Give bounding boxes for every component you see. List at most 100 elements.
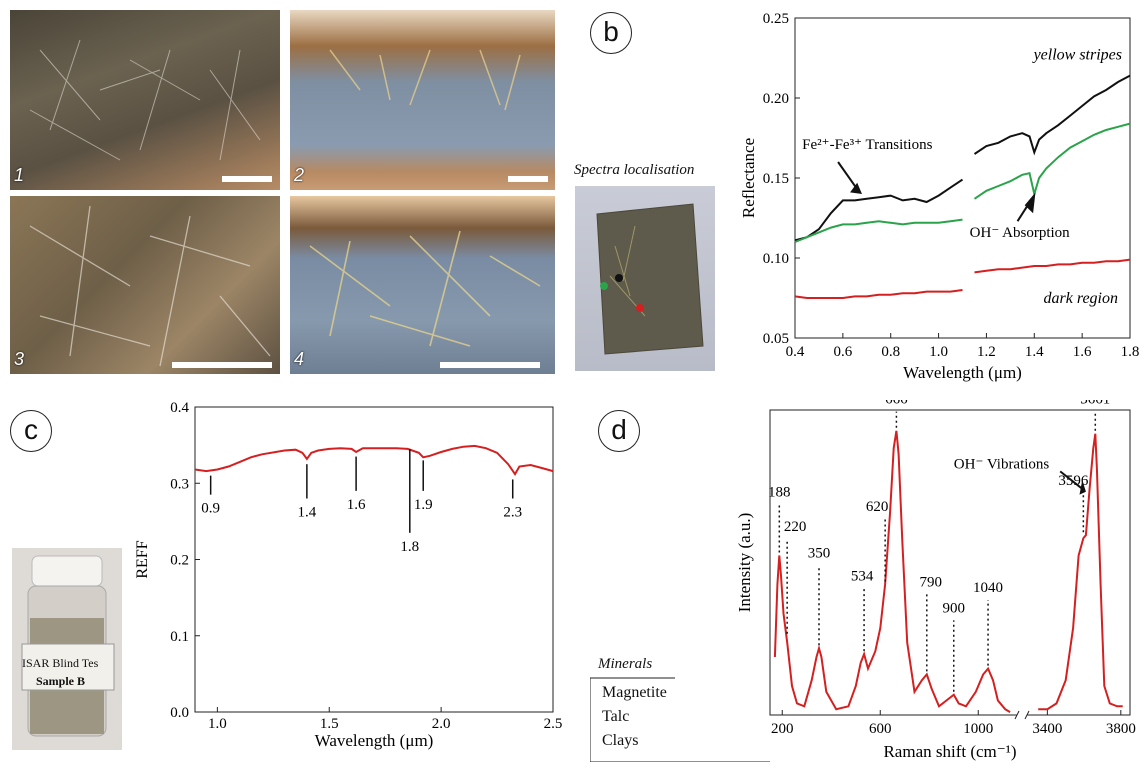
panel-label-c: c bbox=[10, 410, 52, 452]
y-tick-label: 0.15 bbox=[763, 171, 789, 187]
x-tick-label: 1.8 bbox=[1121, 344, 1140, 360]
y-tick-label: 0.10 bbox=[763, 251, 789, 267]
x-tick-label: 1.6 bbox=[1073, 344, 1092, 360]
band-label: 1.8 bbox=[400, 539, 419, 555]
axis-break bbox=[1014, 710, 1020, 720]
x-tick-label: 0.4 bbox=[786, 344, 805, 360]
x-tick-label: 1.0 bbox=[208, 716, 227, 732]
band-label: 1.9 bbox=[414, 497, 433, 513]
band-label: 0.9 bbox=[201, 501, 220, 517]
peak-label: 220 bbox=[784, 519, 807, 535]
panel-label-b: b bbox=[590, 12, 632, 54]
x-tick-label: 200 bbox=[771, 721, 794, 737]
band-label: 1.4 bbox=[298, 505, 317, 521]
axis-break-mask bbox=[1017, 709, 1027, 721]
mineral-item: Talc bbox=[602, 708, 630, 725]
scale-bar bbox=[440, 362, 540, 368]
vial-label-line2: Sample B bbox=[36, 674, 86, 688]
photo-number: 1 bbox=[14, 165, 25, 185]
raman-line bbox=[773, 430, 1011, 713]
axis-break bbox=[1024, 710, 1030, 720]
rock-photo-2: 2 bbox=[290, 10, 555, 190]
x-tick-label: 3800 bbox=[1106, 721, 1136, 737]
dot-black bbox=[615, 274, 623, 282]
series-line bbox=[973, 122, 1131, 200]
rock-photo-4: 4 bbox=[290, 196, 555, 374]
mineral-item: Clays bbox=[602, 732, 639, 749]
mineral-item: Magnetite bbox=[602, 684, 667, 701]
arrow-fe bbox=[837, 161, 859, 190]
oh-arrow-head bbox=[1079, 480, 1086, 495]
y-tick-label: 0.3 bbox=[170, 476, 189, 492]
x-tick-label: 1.0 bbox=[929, 344, 948, 360]
series-line bbox=[794, 218, 963, 243]
crystal-texture-1 bbox=[29, 39, 261, 161]
x-tick-label: 1.2 bbox=[977, 344, 996, 360]
oh-arrow bbox=[1059, 470, 1083, 490]
x-axis-label: Wavelength (μm) bbox=[315, 731, 434, 750]
minerals-title: Minerals bbox=[598, 656, 653, 672]
reflectance-chart: 0.4 0.6 0.8 1.0 1.2 1.4 1.6 1.8 0.05 0.10 0.15 0.20… bbox=[740, 11, 1140, 382]
sample-photo bbox=[575, 186, 715, 371]
y-tick-label: 0.4 bbox=[170, 400, 189, 416]
sample-slab bbox=[596, 203, 704, 355]
vial-label-line1: ISAR Blind Tes bbox=[22, 656, 99, 670]
peak-label: 350 bbox=[808, 545, 831, 561]
x-tick-label: 2.5 bbox=[544, 716, 563, 732]
peak-label: 3661 bbox=[1080, 400, 1110, 408]
y-axis-label: Reflectance bbox=[740, 138, 758, 218]
scale-bar bbox=[172, 362, 272, 368]
y-axis-label: Intensity (a.u.) bbox=[735, 513, 754, 613]
raman-chart: 200 600 1000 3400 3800 Raman shift (cm⁻¹) Inte… bbox=[735, 400, 1136, 761]
peak-label: 666 bbox=[885, 400, 908, 408]
x-tick-label: 1.5 bbox=[320, 716, 339, 732]
plot-frame bbox=[769, 409, 1131, 716]
x-axis-label: Wavelength (μm) bbox=[903, 363, 1022, 382]
y-tick-label: 0.1 bbox=[170, 629, 189, 645]
oh-vibrations-label: OH⁻ Vibrations bbox=[954, 457, 1050, 473]
y-tick-label: 0.25 bbox=[763, 11, 789, 27]
y-axis-label: REFF bbox=[134, 540, 151, 578]
sample-vial: ISAR Blind Tes Sample B bbox=[12, 548, 122, 750]
crystal-texture-2 bbox=[329, 49, 521, 111]
crystal-texture-4 bbox=[309, 230, 541, 347]
vial-drawing bbox=[21, 555, 115, 737]
photo-number: 4 bbox=[294, 349, 305, 369]
arrow-fe-head bbox=[850, 182, 862, 194]
annotation-fe-transitions: Fe²⁺-Fe³⁺ Transitions bbox=[802, 137, 932, 153]
photo-number: 3 bbox=[14, 349, 25, 369]
spectra-localisation-title: Spectra localisation bbox=[574, 162, 695, 178]
band-label: 2.3 bbox=[503, 505, 522, 521]
x-tick-label: 2.0 bbox=[432, 716, 451, 732]
x-tick-label: 600 bbox=[869, 721, 892, 737]
photo-number: 2 bbox=[294, 165, 305, 185]
scale-bar bbox=[508, 176, 548, 182]
annotation-oh-absorption: OH⁻ Absorption bbox=[970, 225, 1071, 241]
minerals-legend: Minerals Magnetite Talc Clays bbox=[590, 656, 770, 762]
peak-label: 1040 bbox=[973, 580, 1003, 596]
crystal-texture-3 bbox=[29, 205, 271, 367]
y-tick-label: 0.05 bbox=[763, 331, 789, 347]
annotation-dark-region: dark region bbox=[1043, 290, 1118, 307]
scale-bar bbox=[222, 176, 272, 182]
y-tick-label: 0.20 bbox=[763, 91, 789, 107]
rock-photo-3: 3 bbox=[10, 196, 280, 374]
arrow-oh-head bbox=[1024, 192, 1036, 214]
plot-frame bbox=[194, 406, 554, 713]
dot-red bbox=[636, 304, 644, 312]
dot-green bbox=[600, 282, 608, 290]
x-tick-label: 0.6 bbox=[833, 344, 852, 360]
x-tick-label: 1.4 bbox=[1025, 344, 1044, 360]
peak-label: 790 bbox=[920, 574, 943, 590]
minerals-frame bbox=[590, 677, 770, 762]
rock-photo-1: 1 bbox=[10, 10, 280, 190]
x-tick-label: 0.8 bbox=[881, 344, 900, 360]
panel-label-d: d bbox=[598, 410, 640, 452]
series-line bbox=[794, 289, 963, 299]
reff-line bbox=[194, 444, 554, 476]
x-tick-label: 1000 bbox=[963, 721, 993, 737]
y-tick-label: 0.0 bbox=[170, 705, 189, 721]
peak-label: 534 bbox=[851, 569, 874, 585]
series-line bbox=[974, 258, 1131, 274]
band-label: 1.6 bbox=[347, 497, 366, 513]
